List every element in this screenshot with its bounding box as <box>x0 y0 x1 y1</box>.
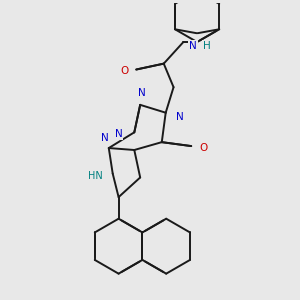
Text: N: N <box>101 133 109 143</box>
Text: N: N <box>176 112 183 122</box>
Text: N: N <box>189 41 197 51</box>
Text: HN: HN <box>88 170 102 181</box>
Text: N: N <box>138 88 146 98</box>
Text: O: O <box>199 143 207 153</box>
Text: H: H <box>203 41 211 51</box>
Text: O: O <box>120 67 129 76</box>
Text: N: N <box>115 129 122 139</box>
